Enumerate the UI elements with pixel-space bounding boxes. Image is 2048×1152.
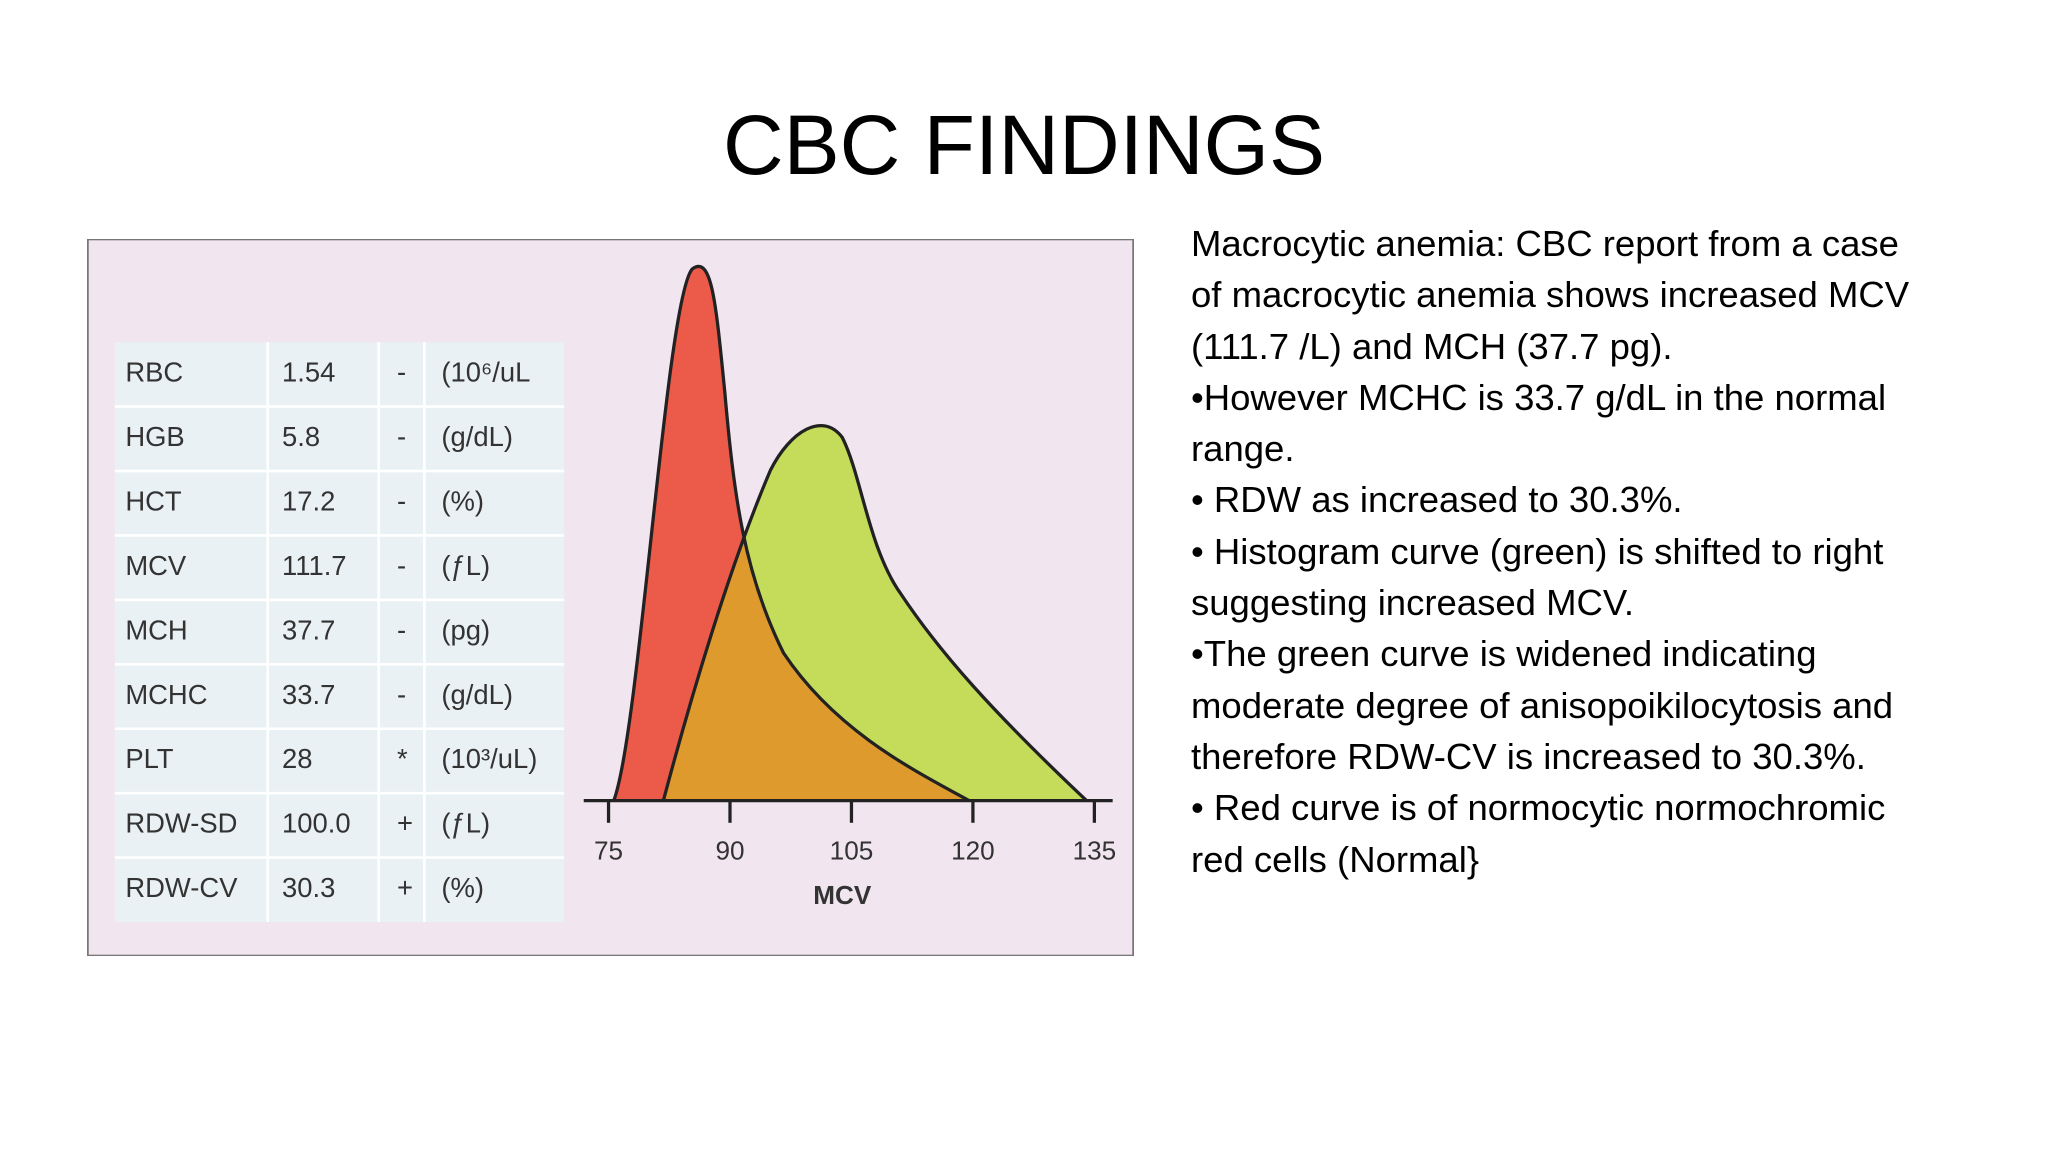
table-cell: - xyxy=(397,614,406,645)
table-cell: HCT xyxy=(125,485,182,516)
note-paragraph: Macrocytic anemia: CBC report from a cas… xyxy=(1191,223,1910,367)
table-row-lines xyxy=(114,342,565,923)
table-cell: 100.0 xyxy=(282,808,351,839)
table-cell: MCHC xyxy=(125,679,207,710)
table-cell: RDW-CV xyxy=(125,872,238,903)
table-cell: 5.8 xyxy=(282,421,320,452)
table-cell: - xyxy=(397,485,406,516)
table-cell: MCV xyxy=(125,550,187,581)
x-axis-label: MCV xyxy=(813,880,872,910)
table-cell: * xyxy=(397,743,408,774)
table-cell: RBC xyxy=(125,357,183,388)
table-cell: 28 xyxy=(282,743,312,774)
table-cell: + xyxy=(397,808,413,839)
table-cell: 1.54 xyxy=(282,357,335,388)
red-curve xyxy=(612,264,970,803)
notes: Macrocytic anemia: CBC report from a cas… xyxy=(1191,218,1921,885)
table-cell: (ƒL) xyxy=(441,808,490,839)
table-cell: (g/dL) xyxy=(441,679,513,710)
table-cell: 17.2 xyxy=(282,485,335,516)
table-cell: - xyxy=(397,357,406,388)
table-cell: + xyxy=(397,872,413,903)
table-cell: - xyxy=(397,421,406,452)
table-cell: RDW-SD xyxy=(125,808,237,839)
x-tick-label: 90 xyxy=(715,836,744,866)
note-paragraph: •The green curve is widened indicating m… xyxy=(1191,633,1894,777)
table-cell: (ƒL) xyxy=(441,550,490,581)
slide-title: CBC FINDINGS xyxy=(722,98,1326,192)
table-cell: 37.7 xyxy=(282,614,335,645)
table-cell: - xyxy=(397,550,406,581)
table-cell: (10⁶/uL xyxy=(441,357,530,388)
table-cell: (g/dL) xyxy=(441,421,513,452)
note-paragraph: • Histogram curve (green) is shifted to … xyxy=(1191,530,1884,624)
table-cell: 33.7 xyxy=(282,679,335,710)
table-cell: PLT xyxy=(125,743,173,774)
table-cell: (10³/uL) xyxy=(441,743,537,774)
x-tick-label: 105 xyxy=(830,836,874,866)
green-curve xyxy=(661,424,1088,802)
table-cell: (%) xyxy=(441,872,484,903)
note-paragraph: • Red curve is of normocytic normochromi… xyxy=(1191,787,1886,880)
table-cell: (pg) xyxy=(441,614,490,645)
table-cell: - xyxy=(397,679,406,710)
x-tick-label: 120 xyxy=(951,836,995,866)
note-paragraph: •However MCHC is 33.7 g/dL in the normal… xyxy=(1191,376,1887,470)
table-cell: MCH xyxy=(125,614,187,645)
table-cell: HGB xyxy=(125,421,184,452)
x-tick-label: 135 xyxy=(1073,836,1117,866)
cbc-figure: MCV RBC 1.54 - (10⁶/uL HGB 5.8 - (g/dL) HCT 17.2 -… xyxy=(87,239,1134,956)
x-tick-label: 75 xyxy=(594,836,623,866)
table-cell: 111.7 xyxy=(282,550,347,581)
report-table-background xyxy=(114,342,565,923)
table-cell: (%) xyxy=(441,485,484,516)
note-paragraph: • RDW as increased to 30.3%. xyxy=(1191,479,1683,521)
table-cell: 30.3 xyxy=(282,872,335,903)
